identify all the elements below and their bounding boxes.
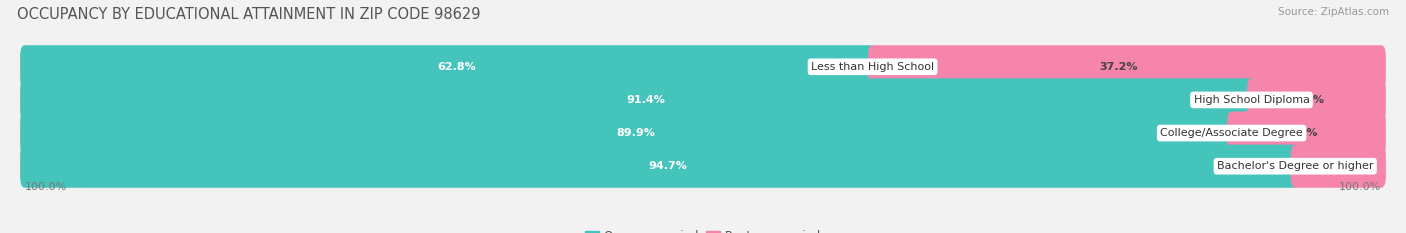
Text: Source: ZipAtlas.com: Source: ZipAtlas.com [1278, 7, 1389, 17]
Text: 94.7%: 94.7% [648, 161, 688, 171]
FancyBboxPatch shape [20, 112, 1386, 155]
Text: OCCUPANCY BY EDUCATIONAL ATTAINMENT IN ZIP CODE 98629: OCCUPANCY BY EDUCATIONAL ATTAINMENT IN Z… [17, 7, 481, 22]
Text: 37.2%: 37.2% [1099, 62, 1139, 72]
Text: 91.4%: 91.4% [627, 95, 665, 105]
FancyBboxPatch shape [20, 145, 1386, 188]
Text: 89.9%: 89.9% [617, 128, 655, 138]
Text: Less than High School: Less than High School [811, 62, 934, 72]
Text: 62.8%: 62.8% [437, 62, 477, 72]
Text: 10.1%: 10.1% [1279, 128, 1317, 138]
Legend: Owner-occupied, Renter-occupied: Owner-occupied, Renter-occupied [579, 225, 827, 233]
FancyBboxPatch shape [868, 45, 1386, 88]
FancyBboxPatch shape [20, 45, 877, 88]
FancyBboxPatch shape [1291, 145, 1386, 188]
FancyBboxPatch shape [20, 145, 1299, 188]
Text: College/Associate Degree: College/Associate Degree [1160, 128, 1303, 138]
Text: 5.3%: 5.3% [1315, 161, 1346, 171]
FancyBboxPatch shape [20, 45, 1386, 88]
Text: 100.0%: 100.0% [1339, 182, 1381, 192]
FancyBboxPatch shape [20, 78, 1386, 121]
FancyBboxPatch shape [1227, 112, 1386, 155]
Text: High School Diploma: High School Diploma [1194, 95, 1309, 105]
Text: 100.0%: 100.0% [25, 182, 67, 192]
FancyBboxPatch shape [20, 78, 1256, 121]
Text: 8.6%: 8.6% [1294, 95, 1324, 105]
FancyBboxPatch shape [1247, 78, 1386, 121]
Text: Bachelor's Degree or higher: Bachelor's Degree or higher [1218, 161, 1374, 171]
FancyBboxPatch shape [20, 112, 1236, 155]
